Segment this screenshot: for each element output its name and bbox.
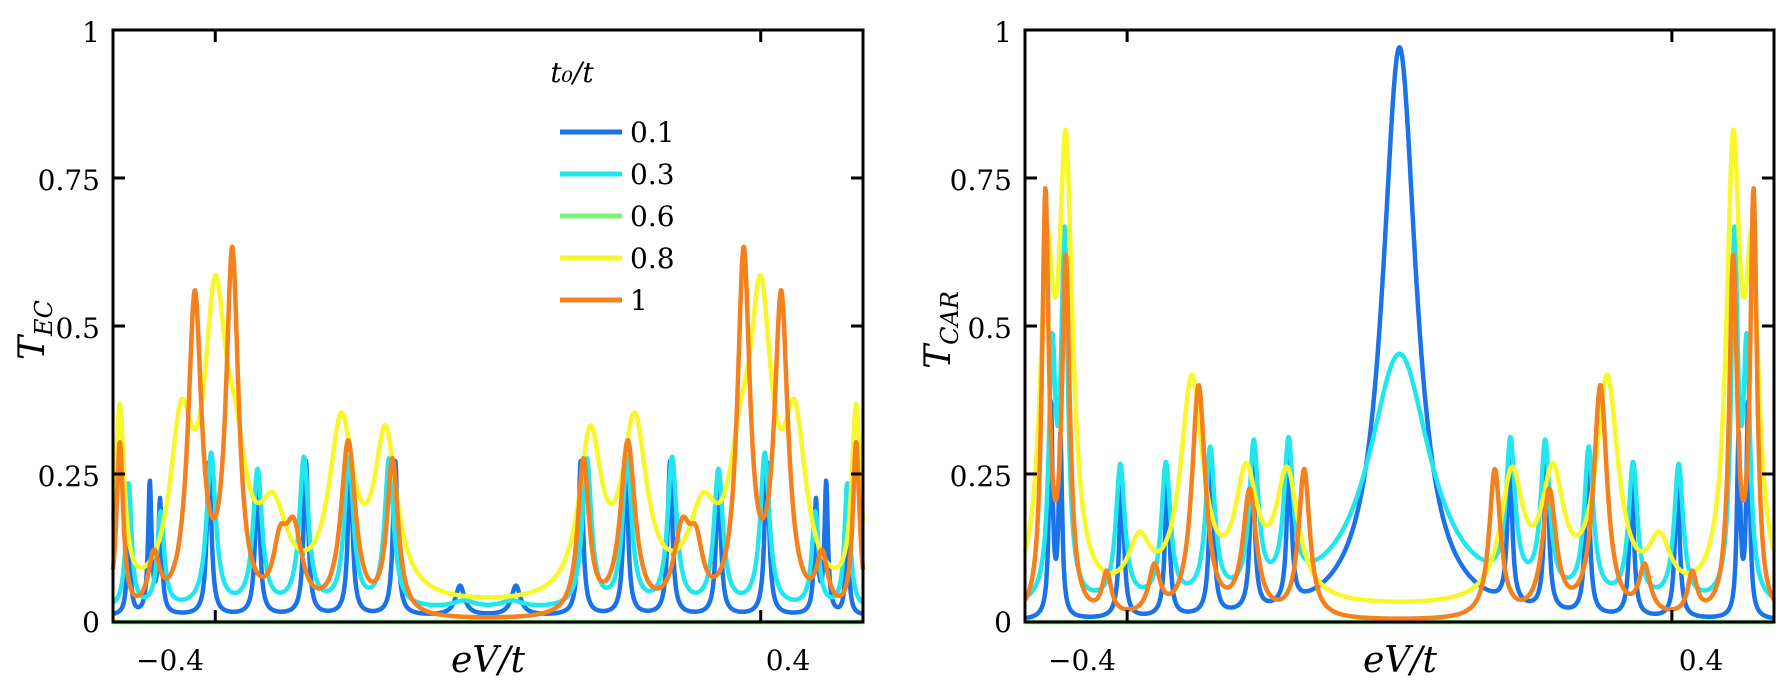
left-tick-marks — [113, 28, 863, 624]
legend-title: t₀/t — [550, 56, 594, 89]
left-ytick-label-0.75: 0.75 — [38, 164, 100, 197]
left-xlabel: eV/t — [451, 640, 525, 681]
left-ylabel-main: T — [12, 333, 53, 360]
left-ytick-label-0.5: 0.5 — [55, 312, 100, 345]
right-series-0.1 — [1023, 45, 1776, 621]
right-series-0.3 — [1023, 224, 1776, 600]
right-series-0.8 — [1022, 127, 1777, 604]
right-ylabel-sub: CAR — [936, 291, 964, 345]
left-series-0.3 — [111, 450, 865, 608]
right-xtick-label-neg0.4: −0.4 — [1048, 644, 1116, 677]
left-xtick-label-0.4: 0.4 — [766, 644, 811, 677]
left-axes-box — [111, 28, 865, 624]
right-ytick-label-0.75: 0.75 — [950, 164, 1012, 197]
right-tick-marks — [1025, 28, 1774, 624]
right-ytick-label-0.5: 0.5 — [967, 312, 1012, 345]
right-ytick-label-0.25: 0.25 — [950, 460, 1012, 493]
left-ytick-label-0.25: 0.25 — [38, 460, 100, 493]
legend-label-0.8: 0.8 — [630, 242, 675, 275]
legend-label-0.6: 0.6 — [630, 200, 675, 233]
legend-label-0.3: 0.3 — [630, 158, 675, 191]
left-series-lines — [110, 244, 866, 625]
right-xlabel: eV/t — [1363, 640, 1437, 681]
left-ytick-label-0: 0 — [82, 606, 100, 639]
legend-label-0.1: 0.1 — [630, 116, 675, 149]
right-ylabel-main: T — [918, 342, 959, 369]
left-panel: 1 0.75 0.5 0.25 0 −0.4 0.4 eV/t TEC t₀/t… — [12, 16, 866, 681]
left-series-1 — [110, 244, 866, 620]
right-series-lines — [1022, 45, 1777, 625]
legend-label-1: 1 — [630, 284, 648, 317]
right-ylabel: TCAR — [918, 291, 964, 369]
right-xtick-label-0.4: 0.4 — [1679, 644, 1724, 677]
left-ytick-label-1: 1 — [82, 16, 100, 49]
left-xtick-label-neg0.4: −0.4 — [136, 644, 204, 677]
right-panel: 1 0.75 0.5 0.25 0 −0.4 0.4 eV/t TCAR — [918, 16, 1777, 681]
left-series-0.1 — [111, 458, 865, 617]
left-ylabel-sub: EC — [30, 300, 58, 337]
right-ytick-label-1: 1 — [994, 16, 1012, 49]
legend: t₀/t 0.1 0.3 0.6 0.8 1 — [550, 56, 674, 317]
right-ytick-label-0: 0 — [994, 606, 1012, 639]
right-series-1 — [1023, 186, 1776, 621]
left-ylabel: TEC — [12, 300, 58, 360]
